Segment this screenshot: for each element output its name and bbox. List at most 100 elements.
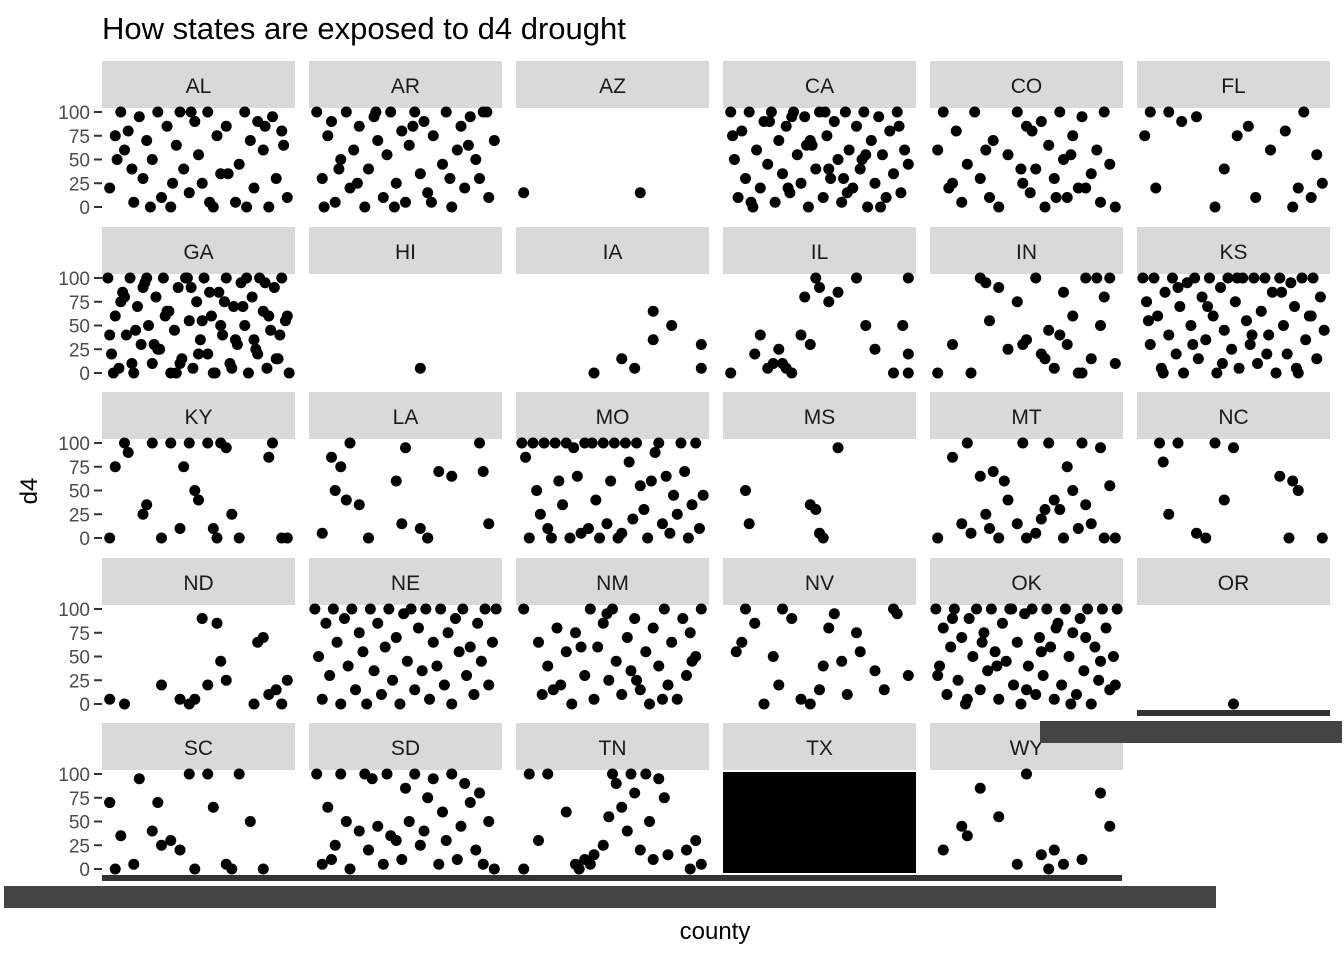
- data-point: [1108, 651, 1119, 662]
- facet-strip-label: AL: [186, 75, 212, 98]
- facet-panel-IN: IN: [930, 227, 1123, 379]
- data-point: [892, 107, 903, 118]
- data-point: [1036, 849, 1047, 860]
- y-tick-label: 25: [69, 836, 90, 857]
- data-point: [609, 438, 620, 449]
- data-point: [439, 680, 450, 691]
- facet-panel-LA: LA: [309, 392, 502, 544]
- data-point: [1274, 471, 1285, 482]
- data-point: [1040, 504, 1051, 515]
- data-point: [249, 334, 260, 345]
- data-point: [616, 689, 627, 700]
- data-point: [1210, 202, 1221, 213]
- data-point: [589, 694, 600, 705]
- data-point: [391, 476, 402, 487]
- data-point: [1038, 670, 1049, 681]
- data-point: [956, 632, 967, 643]
- data-point: [1012, 296, 1023, 307]
- data-point: [165, 438, 176, 449]
- data-point: [1110, 358, 1121, 369]
- data-point: [966, 368, 977, 379]
- data-point: [212, 533, 223, 544]
- data-point: [372, 618, 383, 629]
- data-point: [141, 135, 152, 146]
- data-point: [524, 769, 535, 780]
- y-tick-label: 50: [69, 813, 90, 834]
- data-point: [1158, 457, 1169, 468]
- data-point: [404, 140, 415, 151]
- data-point: [964, 613, 975, 624]
- data-point: [372, 135, 383, 146]
- data-point: [663, 680, 674, 691]
- data-point: [428, 773, 439, 784]
- data-point: [938, 107, 949, 118]
- data-point: [851, 121, 862, 132]
- data-point: [648, 854, 659, 865]
- data-point: [829, 116, 840, 127]
- data-point: [1003, 495, 1014, 506]
- data-point: [858, 107, 869, 118]
- data-point: [361, 699, 372, 710]
- data-point: [422, 792, 433, 803]
- data-point: [138, 282, 149, 293]
- data-point: [1256, 306, 1267, 317]
- data-point: [663, 849, 674, 860]
- data-point: [796, 330, 807, 341]
- data-point: [441, 107, 452, 118]
- data-point: [1285, 277, 1296, 288]
- data-point: [1234, 363, 1245, 374]
- data-point: [956, 821, 967, 832]
- data-point: [396, 126, 407, 137]
- data-point: [212, 618, 223, 629]
- data-point: [459, 183, 470, 194]
- data-point: [226, 509, 237, 520]
- data-point: [1306, 192, 1317, 203]
- data-point: [1034, 632, 1045, 643]
- facet-strip-label: CO: [1011, 75, 1043, 98]
- data-point: [696, 859, 707, 870]
- data-point: [553, 476, 564, 487]
- data-point: [1104, 273, 1115, 284]
- data-point: [781, 363, 792, 374]
- data-point: [1210, 438, 1221, 449]
- data-point: [947, 452, 958, 463]
- data-point: [215, 320, 226, 331]
- data-point: [400, 442, 411, 453]
- data-point: [814, 684, 825, 695]
- data-point: [764, 116, 775, 127]
- data-point: [197, 613, 208, 624]
- data-point: [243, 368, 254, 379]
- data-point: [282, 533, 293, 544]
- data-point: [566, 699, 577, 710]
- data-point: [1064, 651, 1075, 662]
- data-point: [184, 315, 195, 326]
- data-point: [245, 135, 256, 146]
- data-point: [1021, 769, 1032, 780]
- data-point: [354, 627, 365, 638]
- data-point: [666, 637, 677, 648]
- data-point: [1247, 330, 1258, 341]
- data-point: [110, 130, 121, 141]
- data-point: [1086, 353, 1097, 364]
- data-point: [141, 273, 152, 284]
- data-point: [1226, 344, 1237, 355]
- data-point: [1306, 311, 1317, 322]
- data-point: [768, 358, 779, 369]
- data-point: [175, 523, 186, 534]
- facet-strip-label: FL: [1221, 75, 1246, 98]
- data-point: [1080, 183, 1091, 194]
- data-point: [223, 168, 234, 179]
- data-point: [1062, 339, 1073, 350]
- data-point: [189, 694, 200, 705]
- data-point: [620, 438, 631, 449]
- x-tick-label-overlap: [4, 886, 1216, 908]
- data-point: [962, 438, 973, 449]
- facet-panel-HI: HI: [309, 227, 502, 374]
- data-point: [322, 130, 333, 141]
- data-point: [1099, 292, 1110, 303]
- data-point: [993, 282, 1004, 293]
- data-point: [870, 665, 881, 676]
- data-point: [648, 334, 659, 345]
- data-point: [1230, 296, 1241, 307]
- data-point: [202, 680, 213, 691]
